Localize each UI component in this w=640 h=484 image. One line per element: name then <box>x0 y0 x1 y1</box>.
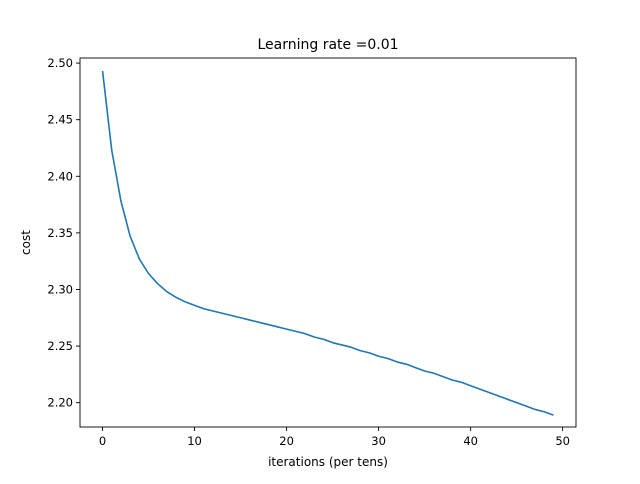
x-tick-label: 40 <box>463 434 478 448</box>
y-tick-label: 2.35 <box>47 226 73 240</box>
y-tick-label: 2.25 <box>47 339 73 353</box>
x-tick-label: 30 <box>371 434 386 448</box>
y-axis-ticks: 2.20 2.25 2.30 2.35 2.40 2.45 2.50 <box>47 56 80 410</box>
y-axis-label: cost <box>19 230 33 255</box>
y-tick-label: 2.50 <box>47 56 73 70</box>
x-tick-label: 10 <box>187 434 202 448</box>
x-axis-ticks: 0 10 20 30 40 50 <box>99 427 570 448</box>
y-tick-label: 2.30 <box>47 282 73 296</box>
x-tick-label: 20 <box>279 434 294 448</box>
chart-title: Learning rate =0.01 <box>257 37 398 53</box>
plot-area-frame <box>79 57 577 428</box>
y-tick-label: 2.45 <box>47 113 73 127</box>
x-tick-label: 0 <box>99 434 106 448</box>
x-tick-label: 50 <box>555 434 570 448</box>
cost-series-line <box>101 70 554 416</box>
y-tick-label: 2.20 <box>47 396 73 410</box>
y-tick-label: 2.40 <box>47 169 73 183</box>
x-axis-label: iterations (per tens) <box>268 455 388 469</box>
